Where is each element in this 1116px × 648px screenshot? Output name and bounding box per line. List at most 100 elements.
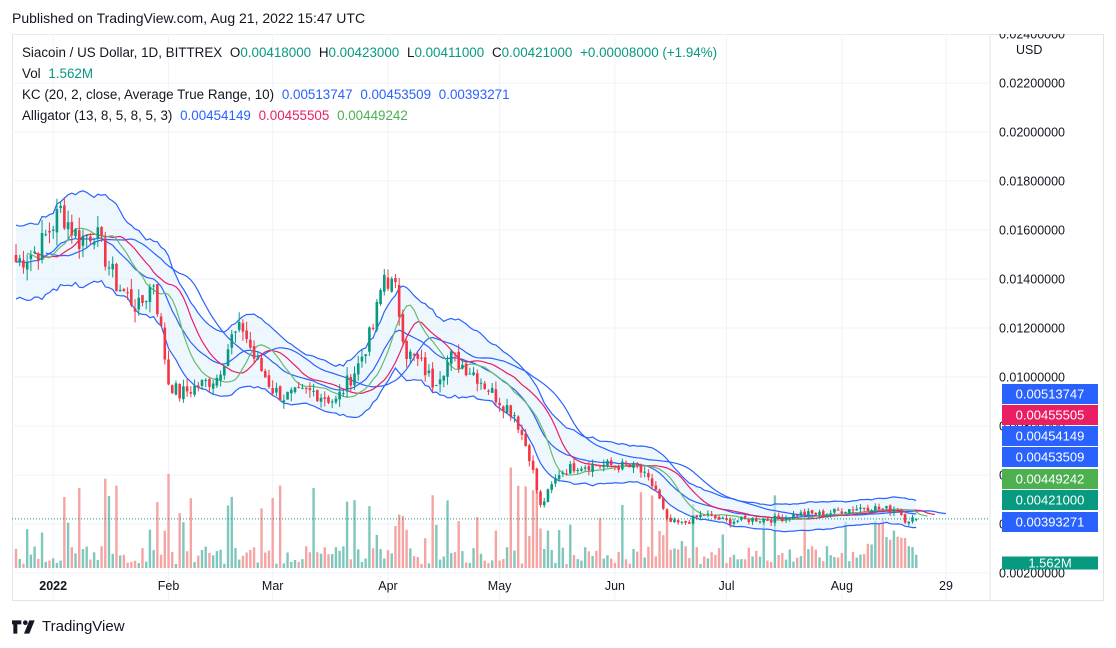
legend-volume[interactable]: Vol 1.562M <box>22 66 97 81</box>
volume-bar <box>137 563 140 568</box>
candle-body <box>334 398 338 403</box>
candle-body <box>152 285 155 287</box>
volume-bar <box>219 549 222 568</box>
candle-body <box>769 520 773 523</box>
candle-body <box>751 517 754 522</box>
candle-body <box>185 386 189 392</box>
volume-bar <box>316 552 319 568</box>
volume-bar <box>271 497 274 568</box>
x-tick-label: Aug <box>831 579 853 593</box>
volume-bar <box>438 559 442 568</box>
volume-bar <box>494 530 498 568</box>
legend-alligator[interactable]: Alligator (13, 8, 5, 8, 5, 3) 0.00454149… <box>22 108 412 123</box>
x-tick-label: Apr <box>378 579 397 593</box>
candle-body <box>66 222 70 230</box>
candle-body <box>513 415 516 417</box>
volume-bar <box>189 498 193 568</box>
brand-name: TradingView <box>42 618 125 635</box>
price-label-box <box>1002 384 1098 404</box>
volume-bar <box>829 555 832 568</box>
candle-body <box>204 379 208 381</box>
volume-bar <box>740 559 743 568</box>
candle-body <box>892 510 896 514</box>
candle-body <box>249 339 252 348</box>
candle-body <box>364 354 367 357</box>
volume-bar <box>769 561 773 568</box>
candle-body <box>714 515 717 518</box>
volume-bar <box>818 557 821 568</box>
volume-bar <box>498 560 501 568</box>
currency-label[interactable]: USD <box>1016 43 1043 57</box>
candle-body <box>342 393 345 395</box>
candlestick-chart[interactable]: 0.002000000.004000000.006000000.00800000… <box>12 34 1104 600</box>
candle-body <box>215 377 219 386</box>
volume-bar <box>877 524 881 568</box>
volume-bar <box>662 535 665 568</box>
volume-bars <box>14 467 918 568</box>
candle-body <box>576 469 580 471</box>
alligator-label[interactable]: Alligator (13, 8, 5, 8, 5, 3) <box>22 108 173 123</box>
volume-bar <box>375 534 379 568</box>
candle-body <box>568 464 572 474</box>
candle-body <box>483 383 487 389</box>
volume-bar <box>397 514 401 568</box>
volume-bar <box>185 551 189 568</box>
volume-bar <box>721 534 724 568</box>
legend-main[interactable]: Siacoin / US Dollar, 1D, BITTREX O0.0041… <box>22 45 721 60</box>
candle-body <box>877 506 881 510</box>
candle-body <box>792 513 795 519</box>
volume-label[interactable]: Vol <box>22 66 41 81</box>
alligator-jaw-value: 0.00454149 <box>180 108 251 123</box>
volume-bar <box>892 530 896 568</box>
candle-body <box>137 297 141 310</box>
volume-bar <box>327 554 330 568</box>
candle-body <box>479 382 483 384</box>
volume-bar <box>851 551 855 568</box>
volume-bar <box>290 561 293 568</box>
volume-bar <box>799 556 803 568</box>
kc-label[interactable]: KC (20, 2, close, Average True Range, 10… <box>22 87 275 102</box>
volume-bar <box>650 495 654 568</box>
volume-bar <box>59 560 62 568</box>
candle-body <box>684 520 687 523</box>
footer-brand[interactable]: TradingView <box>12 618 125 635</box>
volume-bar <box>96 559 100 568</box>
candle-body <box>520 429 524 435</box>
legend-kc[interactable]: KC (20, 2, close, Average True Range, 10… <box>22 87 514 102</box>
x-tick-label: 2022 <box>39 579 67 593</box>
volume-bar <box>334 547 338 568</box>
candle-body <box>438 379 442 385</box>
candle-body <box>338 391 341 400</box>
volume-bar <box>624 559 628 568</box>
candle-body <box>379 290 382 305</box>
candle-body <box>409 351 412 359</box>
volume-bar <box>859 554 862 568</box>
volume-bar <box>617 551 620 568</box>
candle-body <box>14 254 18 263</box>
volume-bar <box>583 547 587 568</box>
volume-bar <box>502 558 505 568</box>
candle-body <box>196 385 200 388</box>
tradingview-logo-icon <box>12 619 35 634</box>
candle-body <box>263 370 267 378</box>
volume-bar <box>297 561 300 568</box>
candle-body <box>799 512 803 516</box>
candle-body <box>621 461 624 470</box>
candle-body <box>914 518 918 520</box>
candle-body <box>405 341 408 360</box>
volume-bar <box>260 508 263 568</box>
candle-body <box>237 322 241 330</box>
symbol-title[interactable]: Siacoin / US Dollar, 1D, BITTREX <box>22 45 223 60</box>
volume-bar <box>450 553 453 568</box>
y-tick-label: 0.01200000 <box>999 322 1065 336</box>
volume-bar <box>557 530 561 568</box>
volume-bar <box>606 555 609 568</box>
y-tick-label: 0.00200000 <box>999 567 1065 581</box>
volume-bar <box>278 485 282 568</box>
candle-body <box>282 400 286 403</box>
volume-bar <box>822 561 825 568</box>
volume-bar <box>643 557 646 568</box>
candle-body <box>516 416 520 430</box>
candle-body <box>766 519 769 521</box>
price-label-box <box>1002 490 1098 510</box>
